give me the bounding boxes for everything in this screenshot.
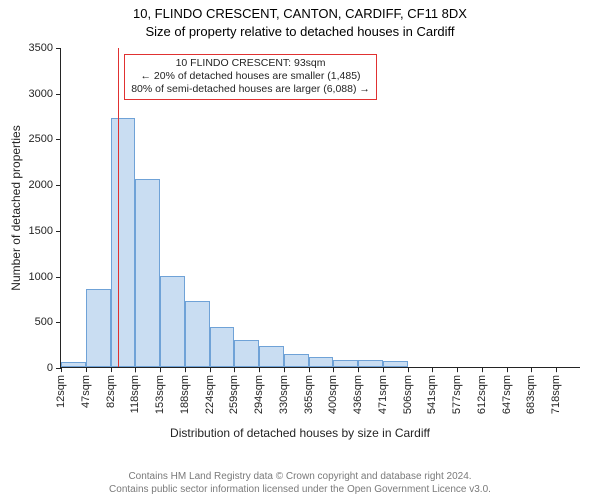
y-tick-label: 2500 — [29, 133, 61, 145]
x-tick-label: 436sqm — [352, 367, 364, 414]
x-tick-label: 577sqm — [451, 367, 463, 414]
x-tick-label: 683sqm — [525, 367, 537, 414]
x-axis-label: Distribution of detached houses by size … — [0, 426, 600, 440]
x-tick-label: 718sqm — [550, 367, 562, 414]
histogram-bar — [160, 276, 185, 367]
chart-title-line1: 10, FLINDO CRESCENT, CANTON, CARDIFF, CF… — [0, 6, 600, 21]
annotation-line: ← 20% of detached houses are smaller (1,… — [131, 70, 370, 83]
histogram-bar — [358, 360, 383, 367]
x-tick-label: 12sqm — [55, 367, 67, 408]
histogram-bar — [284, 354, 309, 367]
property-marker-line — [118, 48, 119, 367]
annotation-line: 10 FLINDO CRESCENT: 93sqm — [131, 57, 370, 70]
histogram-bar — [259, 346, 284, 367]
x-tick-label: 541sqm — [426, 367, 438, 414]
x-tick-label: 259sqm — [228, 367, 240, 414]
x-tick-label: 153sqm — [154, 367, 166, 414]
histogram-bar — [111, 118, 136, 367]
histogram-bar — [185, 301, 210, 367]
x-tick-label: 118sqm — [129, 367, 141, 413]
annotation-line: 80% of semi-detached houses are larger (… — [131, 83, 370, 96]
x-tick-label: 400sqm — [327, 367, 339, 414]
y-tick-label: 3000 — [29, 88, 61, 100]
footer-attribution: Contains HM Land Registry data © Crown c… — [0, 471, 600, 496]
x-tick-label: 471sqm — [377, 367, 389, 414]
x-tick-label: 506sqm — [402, 367, 414, 414]
chart-title-line2: Size of property relative to detached ho… — [0, 24, 600, 39]
x-tick-label: 224sqm — [204, 367, 216, 414]
annotation-box: 10 FLINDO CRESCENT: 93sqm← 20% of detach… — [124, 54, 377, 100]
chart-root: 10, FLINDO CRESCENT, CANTON, CARDIFF, CF… — [0, 0, 600, 500]
x-tick-label: 47sqm — [80, 367, 92, 408]
footer-line1: Contains HM Land Registry data © Crown c… — [0, 471, 600, 484]
x-tick-label: 294sqm — [253, 367, 265, 414]
x-tick-label: 612sqm — [476, 367, 488, 414]
footer-line2: Contains public sector information licen… — [0, 484, 600, 497]
plot-area: 050010001500200025003000350012sqm47sqm82… — [60, 48, 580, 368]
y-tick-label: 500 — [35, 316, 61, 328]
histogram-bar — [86, 289, 111, 367]
x-tick-label: 188sqm — [179, 367, 191, 414]
histogram-bar — [234, 340, 259, 367]
x-tick-label: 82sqm — [105, 367, 117, 408]
x-tick-label: 647sqm — [501, 367, 513, 414]
x-tick-label: 330sqm — [278, 367, 290, 414]
y-tick-label: 3500 — [29, 42, 61, 54]
y-tick-label: 2000 — [29, 179, 61, 191]
histogram-bar — [309, 357, 334, 367]
y-axis-label: Number of detached properties — [9, 125, 23, 290]
y-tick-label: 1000 — [29, 271, 61, 283]
histogram-bar — [210, 327, 235, 367]
histogram-bar — [135, 179, 160, 367]
histogram-bar — [333, 360, 358, 367]
x-tick-label: 365sqm — [303, 367, 315, 414]
y-tick-label: 1500 — [29, 225, 61, 237]
